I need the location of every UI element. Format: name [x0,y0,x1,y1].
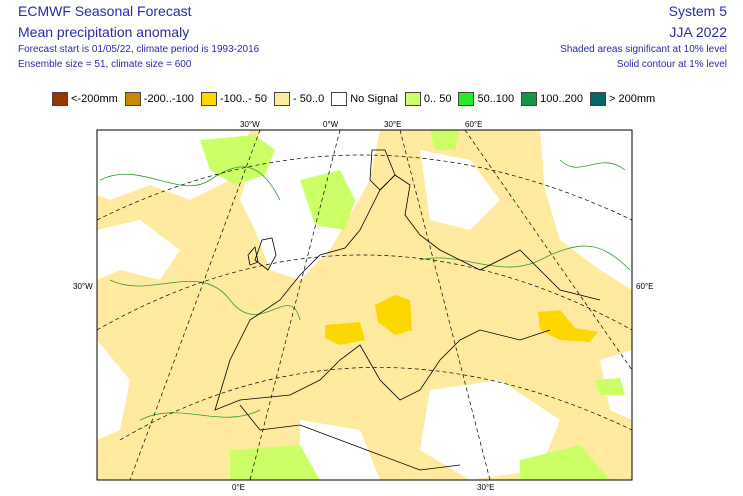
graticule [97,130,632,480]
legend-item: > 200mm [589,92,656,106]
legend-label: 50..100 [477,93,515,105]
significance-contours [99,159,631,421]
title: ECMWF Seasonal Forecast [18,3,192,19]
system-label: System 5 [668,3,727,19]
gridlabel-top-60e: 60°E [465,120,483,129]
legend-label: -100..- 50 [219,93,268,105]
subtitle: Mean precipitation anomaly [18,24,190,40]
legend-item: 100..200 [521,92,583,106]
legend-item: No Signal [331,92,398,106]
gridlabel-left: 30°W [73,282,93,291]
significance-contour: Solid contour at 1% level [616,59,727,70]
negative-anomaly-areas [325,295,598,345]
coastlines [214,149,601,471]
significance-shaded: Shaded areas significant at 10% level [560,44,727,55]
legend-swatch [458,92,475,106]
map-frame [96,129,633,481]
legend-swatch [521,92,538,106]
gridlabel-top-0: 0°W [323,120,339,129]
gridlabel-bottom-30e: 30°E [477,483,495,492]
ensemble-info: Ensemble size = 51, climate size = 600 [18,59,192,70]
legend: <-200mm -200..-100 -100..- 50 - 50..0 No Sig… [52,92,662,106]
legend-label: No Signal [350,93,398,105]
legend-label: -200..-100 [143,93,194,105]
legend-item: - 50..0 [274,92,324,106]
forecast-info: Forecast start is 01/05/22, climate peri… [18,44,260,55]
legend-item: 50..100 [458,92,514,106]
legend-swatch [52,92,68,106]
legend-label: - 50..0 [293,93,325,105]
legend-item: -200..-100 [124,92,194,106]
legend-swatch [404,92,421,106]
legend-label: > 200mm [608,93,656,105]
gridlabel-right: 60°E [636,282,654,291]
legend-swatch [200,92,217,106]
legend-swatch [331,92,348,106]
legend-label: 100..200 [540,93,583,105]
legend-label: <-200mm [71,93,118,105]
legend-swatch [589,92,606,106]
legend-swatch [274,92,291,106]
legend-label: 0.. 50 [423,93,452,105]
gridlabel-bottom-0: 0°E [232,483,245,492]
positive-anomaly-areas [200,130,625,480]
period-label: JJA 2022 [669,24,727,40]
legend-item: <-200mm [52,92,118,106]
legend-swatch [124,92,141,106]
gridlabel-top-30w: 30°W [240,120,260,129]
legend-item: 0.. 50 [404,92,452,106]
legend-item: -100..- 50 [200,92,268,106]
gridlabel-top-30e: 30°E [384,120,402,129]
